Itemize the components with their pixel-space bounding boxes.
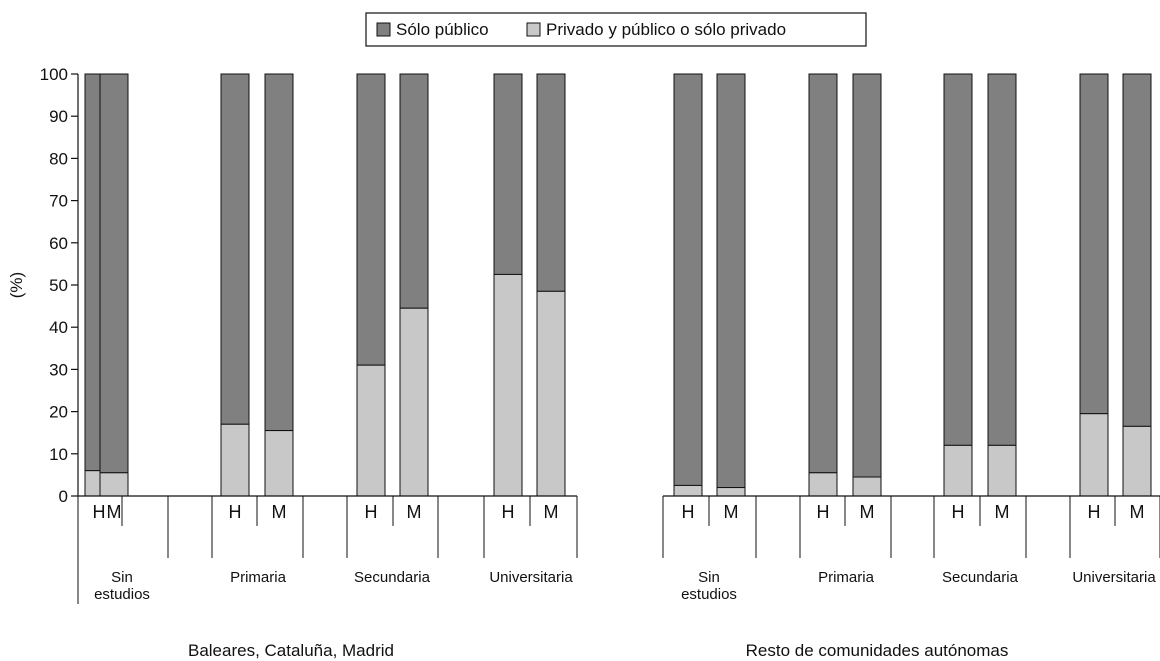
bar-segment-privado (536, 290, 566, 497)
sex-label: H (682, 502, 695, 522)
bar-segment-solo-publico (399, 73, 429, 309)
bar-segment-privado (852, 476, 882, 497)
bar-segment-solo-publico (536, 73, 566, 292)
bar-segment-privado (99, 472, 129, 497)
bar-segment-solo-publico (716, 73, 746, 489)
bar-segment-privado (356, 364, 386, 497)
sex-label: M (107, 502, 122, 522)
bar-segment-privado (220, 423, 250, 497)
group-label: Sin (698, 569, 720, 586)
bar-segment-privado (1079, 413, 1109, 497)
bar-segment-privado (493, 273, 523, 497)
y-tick-label: 60 (49, 234, 68, 253)
bar-segment-privado (943, 444, 973, 497)
sex-label: M (995, 502, 1010, 522)
y-tick-label: 100 (40, 65, 68, 84)
sex-label: H (952, 502, 965, 522)
sex-label: H (229, 502, 242, 522)
bar-segment-privado (987, 444, 1017, 497)
legend-swatch-privado (526, 22, 541, 37)
group-label: Secundaria (942, 569, 1019, 586)
group-label: estudios (681, 586, 737, 603)
legend-box (365, 12, 867, 47)
sex-label: H (502, 502, 515, 522)
bar-segment-solo-publico (987, 73, 1017, 446)
bar-segment-privado (264, 430, 294, 497)
bar-segment-solo-publico (808, 73, 838, 474)
y-tick-label: 80 (49, 149, 68, 168)
bar-segment-privado (808, 472, 838, 497)
bar-segment-solo-publico (99, 73, 129, 474)
bar-segment-solo-publico (264, 73, 294, 432)
bar-segment-privado (1122, 425, 1152, 497)
bar-segment-privado (716, 487, 746, 497)
group-label: estudios (94, 586, 150, 603)
sex-label: M (860, 502, 875, 522)
legend-label-privado: Privado y público o sólo privado (546, 20, 786, 39)
bar-segment-solo-publico (1122, 73, 1152, 427)
bar-segment-solo-publico (220, 73, 250, 425)
y-tick-label: 50 (49, 276, 68, 295)
sex-label: M (544, 502, 559, 522)
sex-label: H (1088, 502, 1101, 522)
y-tick-label: 20 (49, 403, 68, 422)
group-label: Universitaria (489, 569, 573, 586)
sex-label: M (724, 502, 739, 522)
sex-label: M (272, 502, 287, 522)
group-label: Primaria (230, 569, 286, 586)
y-axis-label: (%) (7, 272, 26, 298)
bar-segment-solo-publico (493, 73, 523, 275)
bar-segment-privado (399, 307, 429, 497)
group-label: Secundaria (354, 569, 431, 586)
y-tick-label: 10 (49, 445, 68, 464)
sex-label: H (817, 502, 830, 522)
region-label: Baleares, Cataluña, Madrid (188, 641, 394, 660)
group-label: Sin (111, 569, 133, 586)
sex-label: M (407, 502, 422, 522)
y-tick-label: 30 (49, 360, 68, 379)
y-tick-label: 90 (49, 107, 68, 126)
bar-segment-solo-publico (1079, 73, 1109, 415)
legend-swatch-solo-publico (376, 22, 391, 37)
bar-segment-solo-publico (943, 73, 973, 446)
bar-segment-solo-publico (356, 73, 386, 366)
legend-label-solo-publico: Sólo público (396, 20, 489, 39)
group-label: Universitaria (1072, 569, 1156, 586)
sex-label: H (93, 502, 106, 522)
sex-label: H (365, 502, 378, 522)
bar-segment-privado (673, 484, 703, 497)
region-label: Resto de comunidades autónomas (746, 641, 1009, 660)
bar-segment-solo-publico (852, 73, 882, 478)
y-tick-label: 70 (49, 192, 68, 211)
sex-label: M (1130, 502, 1145, 522)
group-label: Primaria (818, 569, 874, 586)
y-tick-label: 0 (59, 487, 68, 506)
bar-segment-solo-publico (673, 73, 703, 486)
y-tick-label: 40 (49, 318, 68, 337)
